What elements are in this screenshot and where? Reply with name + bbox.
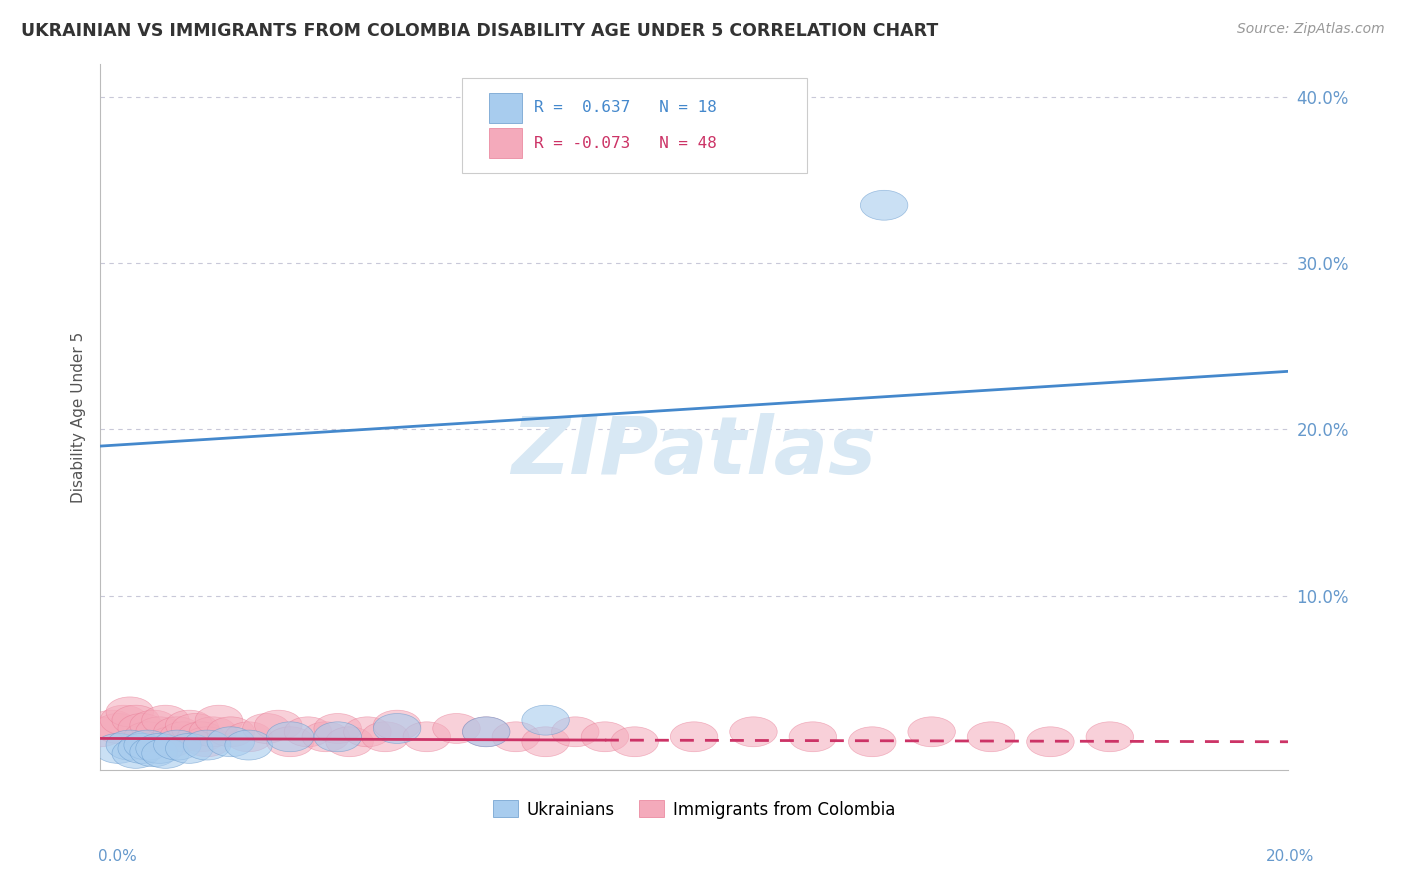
Ellipse shape <box>118 733 166 764</box>
Ellipse shape <box>207 717 254 747</box>
Ellipse shape <box>404 722 450 752</box>
Ellipse shape <box>124 722 172 752</box>
Ellipse shape <box>266 727 314 756</box>
Ellipse shape <box>105 697 153 727</box>
Ellipse shape <box>207 727 254 756</box>
Bar <box>488 128 522 158</box>
Ellipse shape <box>100 706 148 735</box>
Ellipse shape <box>112 706 159 735</box>
Ellipse shape <box>612 727 658 756</box>
Ellipse shape <box>159 722 207 752</box>
Ellipse shape <box>166 733 212 764</box>
Ellipse shape <box>551 717 599 747</box>
Ellipse shape <box>302 722 350 752</box>
Ellipse shape <box>374 710 420 740</box>
Ellipse shape <box>284 717 332 747</box>
Ellipse shape <box>225 722 273 752</box>
Ellipse shape <box>183 727 231 756</box>
Ellipse shape <box>105 731 153 760</box>
Text: Source: ZipAtlas.com: Source: ZipAtlas.com <box>1237 22 1385 37</box>
Ellipse shape <box>492 722 540 752</box>
Ellipse shape <box>908 717 956 747</box>
Ellipse shape <box>76 717 124 747</box>
Ellipse shape <box>314 714 361 743</box>
Ellipse shape <box>129 737 177 767</box>
Ellipse shape <box>581 722 628 752</box>
Ellipse shape <box>789 722 837 752</box>
Ellipse shape <box>112 739 159 768</box>
Ellipse shape <box>142 739 190 768</box>
Ellipse shape <box>94 733 142 764</box>
Ellipse shape <box>225 731 273 760</box>
Ellipse shape <box>89 710 136 740</box>
Ellipse shape <box>153 717 201 747</box>
Ellipse shape <box>195 706 243 735</box>
Legend: Ukrainians, Immigrants from Colombia: Ukrainians, Immigrants from Colombia <box>486 794 901 825</box>
Ellipse shape <box>190 717 236 747</box>
Ellipse shape <box>1085 722 1133 752</box>
Ellipse shape <box>177 722 225 752</box>
Ellipse shape <box>183 731 231 760</box>
Text: R = -0.073   N = 48: R = -0.073 N = 48 <box>534 136 717 151</box>
Ellipse shape <box>172 714 219 743</box>
Ellipse shape <box>314 722 361 752</box>
Ellipse shape <box>326 727 374 756</box>
FancyBboxPatch shape <box>463 78 807 173</box>
Y-axis label: Disability Age Under 5: Disability Age Under 5 <box>72 332 86 503</box>
Ellipse shape <box>463 717 510 747</box>
Ellipse shape <box>129 710 177 740</box>
Ellipse shape <box>522 727 569 756</box>
Ellipse shape <box>463 717 510 747</box>
Ellipse shape <box>136 717 183 747</box>
Text: R =  0.637   N = 18: R = 0.637 N = 18 <box>534 100 717 115</box>
Ellipse shape <box>343 717 391 747</box>
Ellipse shape <box>148 727 195 756</box>
Ellipse shape <box>522 706 569 735</box>
Ellipse shape <box>118 714 166 743</box>
Ellipse shape <box>374 714 420 743</box>
Ellipse shape <box>848 727 896 756</box>
Bar <box>488 93 522 123</box>
Ellipse shape <box>142 706 190 735</box>
Ellipse shape <box>254 710 302 740</box>
Text: 20.0%: 20.0% <box>1267 849 1315 863</box>
Text: UKRAINIAN VS IMMIGRANTS FROM COLOMBIA DISABILITY AGE UNDER 5 CORRELATION CHART: UKRAINIAN VS IMMIGRANTS FROM COLOMBIA DI… <box>21 22 938 40</box>
Ellipse shape <box>671 722 718 752</box>
Ellipse shape <box>266 722 314 752</box>
Ellipse shape <box>1026 727 1074 756</box>
Ellipse shape <box>860 190 908 220</box>
Ellipse shape <box>967 722 1015 752</box>
Ellipse shape <box>166 710 212 740</box>
Ellipse shape <box>433 714 481 743</box>
Ellipse shape <box>94 714 142 743</box>
Ellipse shape <box>136 733 183 764</box>
Text: ZIPatlas: ZIPatlas <box>512 413 876 491</box>
Ellipse shape <box>243 714 290 743</box>
Text: 0.0%: 0.0% <box>98 849 138 863</box>
Ellipse shape <box>361 722 409 752</box>
Ellipse shape <box>153 731 201 760</box>
Ellipse shape <box>730 717 778 747</box>
Ellipse shape <box>124 731 172 760</box>
